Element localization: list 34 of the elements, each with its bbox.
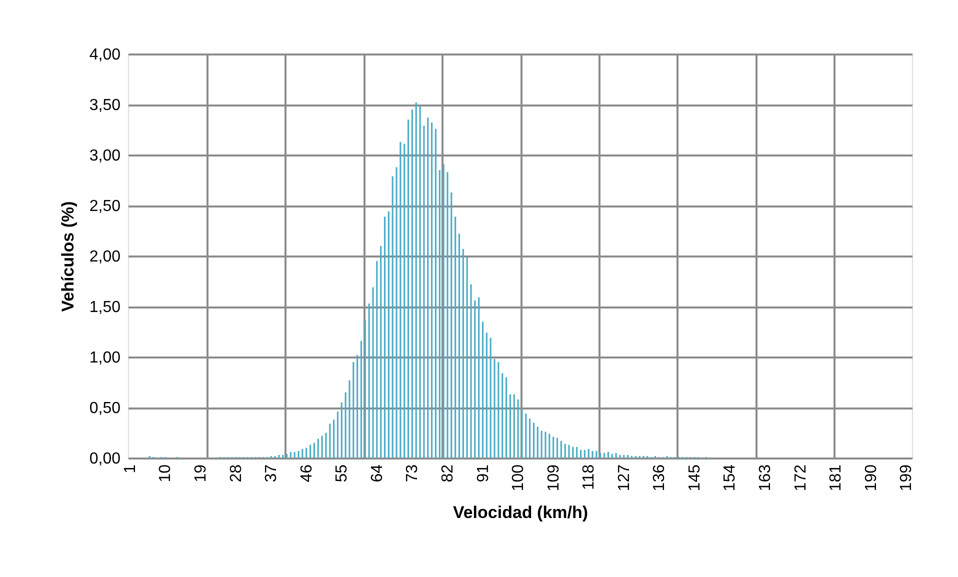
x-tick-label: 199: [898, 464, 916, 492]
x-tick-label: 100: [510, 464, 528, 492]
y-tick-label: 0,00: [89, 450, 121, 468]
y-tick-label: 2,00: [89, 248, 121, 266]
x-tick-label: 19: [192, 464, 210, 482]
x-tick-label: 127: [616, 464, 633, 492]
y-tick-label: 3,50: [89, 97, 121, 114]
y-tick-label: 4,00: [89, 46, 121, 64]
x-tick-label: 1: [122, 464, 139, 474]
x-tick-label: 28: [228, 464, 245, 482]
x-tick-label: 73: [404, 464, 422, 482]
x-tick-label: 181: [828, 464, 845, 492]
x-tick-label: 37: [263, 464, 280, 482]
y-tick-label: 1,00: [89, 350, 121, 366]
x-tick-label: 46: [298, 464, 316, 482]
x-tick-label: 190: [862, 464, 880, 492]
y-axis-title: Vehículos (%): [58, 201, 78, 312]
x-tick-label: 91: [474, 464, 492, 482]
x-tick-label: 10: [157, 464, 174, 482]
x-tick-label: 172: [792, 464, 810, 492]
x-tick-label: 55: [334, 464, 351, 482]
x-tick-label: 145: [686, 464, 704, 492]
x-tick-label: 118: [580, 464, 598, 490]
y-tick-label: 1,50: [89, 299, 121, 316]
x-axis-title: Velocidad (km/h): [452, 503, 588, 522]
y-tick-label: 0,50: [89, 400, 121, 417]
x-tick-label: 64: [368, 464, 386, 482]
x-tick-label: 163: [757, 464, 774, 492]
x-tick-label: 154: [722, 464, 739, 492]
x-tick-label: 109: [545, 464, 562, 492]
y-tick-label: 3,00: [89, 148, 121, 164]
x-tick-label: 82: [439, 464, 456, 482]
x-tick-label: 136: [651, 464, 668, 492]
y-tick-label: 2,50: [89, 198, 121, 215]
